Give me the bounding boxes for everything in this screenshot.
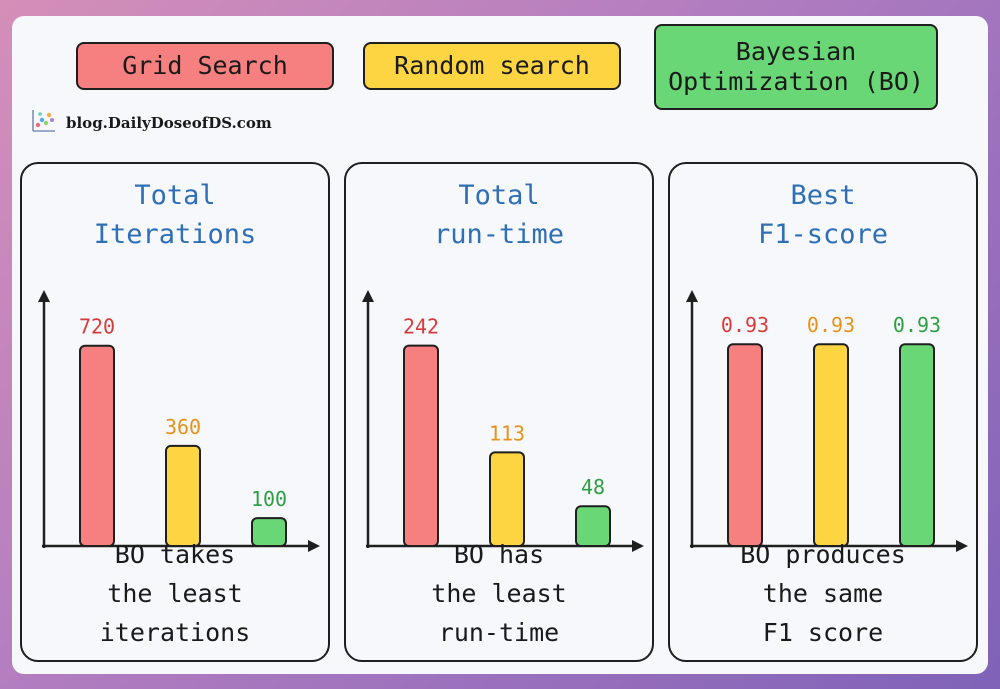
panel-title: Best F1-score <box>670 176 976 254</box>
y-axis-arrow-icon <box>686 290 698 302</box>
caption-line3: F1 score <box>762 617 884 647</box>
legend-grid-search-label: Grid Search <box>122 51 288 80</box>
panel-title-line1: Total <box>458 180 540 211</box>
bar-value-label: 720 <box>79 315 115 339</box>
caption-line3: run-time <box>438 617 560 647</box>
x-axis-arrow-icon <box>632 540 644 552</box>
bar <box>165 444 201 548</box>
panel-caption: BO takes the least iterations <box>22 536 328 652</box>
bar-chart-best-f1-score: 0.93 0.93 0.93 <box>686 290 968 552</box>
bar-value-label: 0.93 <box>893 313 941 337</box>
x-axis-arrow-icon <box>956 540 968 552</box>
scatter-plot-logo-icon <box>30 108 56 138</box>
caption-line1: BO takes <box>114 540 236 569</box>
panel-title-line2: run-time <box>433 219 565 251</box>
panel-title-line1: Best <box>790 180 856 211</box>
bar <box>899 343 935 547</box>
legend-grid-search: Grid Search <box>76 42 334 90</box>
bar-value-label: 48 <box>581 475 605 499</box>
bar-value-label: 242 <box>403 315 439 339</box>
legend-random-search: Random search <box>363 42 621 90</box>
y-axis-arrow-icon <box>38 290 50 302</box>
legend-bo-label-line2: Optimization (BO) <box>668 67 924 96</box>
panel-title-line2: Iterations <box>93 219 257 251</box>
panel-best-f1-score: Best F1-score 0.93 0.93 0.93 BO produces t… <box>668 162 978 662</box>
caption-line2: the least <box>431 578 567 608</box>
panel-title: Total run-time <box>346 176 652 254</box>
bar <box>489 451 525 547</box>
brand-url: blog.DailyDoseofDS.com <box>66 114 272 132</box>
bar <box>575 505 611 547</box>
bar <box>251 517 287 547</box>
bar-value-label: 113 <box>489 421 525 445</box>
caption-line1: BO produces <box>740 540 906 569</box>
bar-value-label: 360 <box>165 415 201 439</box>
bar-value-label: 0.93 <box>807 313 855 337</box>
bar <box>79 344 115 547</box>
panel-caption: BO has the least run-time <box>346 536 652 652</box>
bar-value-label: 100 <box>251 487 287 511</box>
panel-total-iterations: Total Iterations 720 360 100 BO takes the … <box>20 162 330 662</box>
panel-title-line1: Total <box>134 180 216 211</box>
bar <box>813 343 849 547</box>
panel-title: Total Iterations <box>22 176 328 254</box>
infographic-card: Grid Search Random search Bayesian Optim… <box>12 16 988 674</box>
brand: blog.DailyDoseofDS.com <box>30 108 272 138</box>
panel-caption: BO produces the same F1 score <box>670 536 976 652</box>
bar-chart-total-iterations: 720 360 100 <box>38 290 320 552</box>
legend-bo-label-line1: Bayesian <box>735 37 857 66</box>
bar-value-label: 0.93 <box>721 313 769 337</box>
legend-bayesian-optimization: Bayesian Optimization (BO) <box>654 24 938 110</box>
panel-title-line2: F1-score <box>757 219 889 251</box>
y-axis-arrow-icon <box>362 290 374 302</box>
caption-line2: the same <box>762 578 884 608</box>
caption-line1: BO has <box>453 540 545 569</box>
caption-line2: the least <box>107 578 243 608</box>
panel-total-run-time: Total run-time 242 113 48 BO has the least… <box>344 162 654 662</box>
bar <box>403 344 439 547</box>
legend-random-search-label: Random search <box>394 51 590 80</box>
bar-chart-total-run-time: 242 113 48 <box>362 290 644 552</box>
bar <box>727 343 763 547</box>
x-axis-arrow-icon <box>308 540 320 552</box>
caption-line3: iterations <box>99 617 251 647</box>
